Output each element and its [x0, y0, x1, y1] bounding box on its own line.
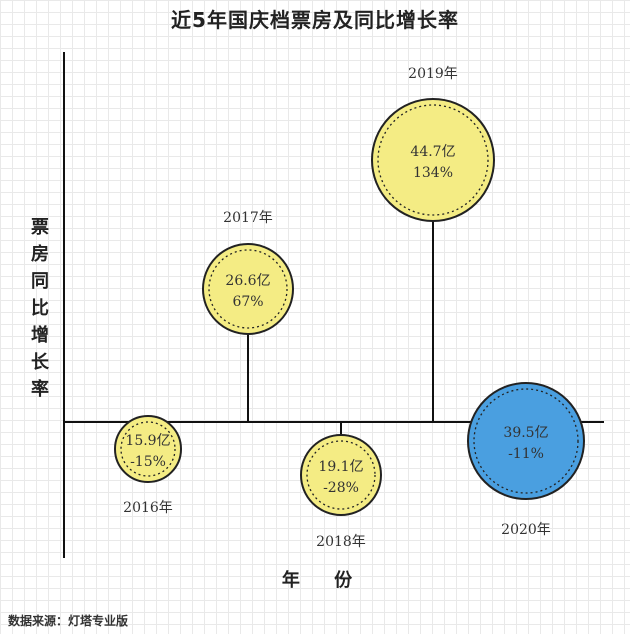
- year-label: 2019年: [408, 66, 458, 82]
- bubble: [114, 415, 182, 483]
- box-office-label: 44.7亿: [410, 144, 455, 160]
- x-axis-label: 年 份: [281, 570, 367, 591]
- data-source-note: 数据来源：灯塔专业版: [8, 614, 129, 628]
- bubble: [300, 434, 382, 516]
- box-office-label: 26.6亿: [225, 273, 270, 289]
- y-axis-label: 票房同比增长率: [31, 217, 49, 400]
- box-office-label: 19.1亿: [318, 459, 363, 475]
- year-label: 2016年: [123, 500, 173, 516]
- year-label: 2020年: [501, 522, 551, 538]
- bubble-inner-ring: [377, 104, 489, 216]
- bubble: [467, 382, 585, 500]
- bubble-inner-ring: [473, 388, 579, 494]
- growth-label: -15%: [130, 454, 166, 470]
- box-office-label: 39.5亿: [503, 425, 548, 441]
- bubble-inner-ring: [306, 440, 376, 510]
- growth-label: 67%: [232, 294, 263, 310]
- bubble-inner-ring: [208, 249, 288, 329]
- bubble: [202, 243, 294, 335]
- growth-label: -28%: [323, 480, 359, 496]
- year-label: 2018年: [316, 534, 366, 550]
- chart-marks: 15.9亿 -15% 2016年 26.6亿 67% 2017年 19.1亿 -28% 2018…: [114, 66, 585, 550]
- growth-label: 134%: [413, 165, 453, 181]
- chart-title: 近5年国庆档票房及同比增长率: [171, 8, 459, 32]
- box-office-label: 15.9亿: [125, 433, 170, 449]
- growth-label: -11%: [508, 446, 544, 462]
- bubble-inner-ring: [120, 421, 176, 477]
- bubble: [371, 98, 495, 222]
- year-label: 2017年: [223, 210, 273, 226]
